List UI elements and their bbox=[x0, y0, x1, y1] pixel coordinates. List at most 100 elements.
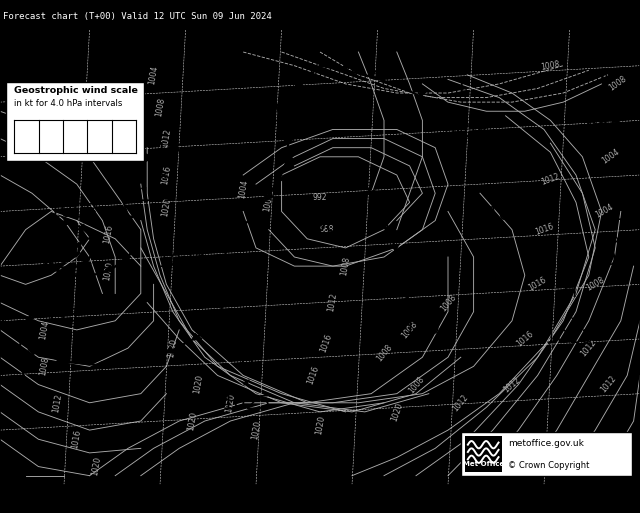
Polygon shape bbox=[134, 356, 142, 364]
Text: 1016: 1016 bbox=[319, 333, 334, 354]
Text: 1012: 1012 bbox=[451, 392, 470, 413]
Polygon shape bbox=[56, 358, 65, 366]
Polygon shape bbox=[282, 102, 289, 107]
Text: H: H bbox=[239, 348, 253, 367]
Text: 1025: 1025 bbox=[221, 393, 271, 412]
Text: 1016: 1016 bbox=[515, 329, 535, 349]
Polygon shape bbox=[213, 318, 222, 324]
Polygon shape bbox=[390, 244, 399, 250]
Polygon shape bbox=[38, 241, 47, 247]
Polygon shape bbox=[383, 226, 392, 232]
Polygon shape bbox=[123, 198, 132, 202]
Text: 1020: 1020 bbox=[166, 338, 179, 359]
Text: © Crown Copyright: © Crown Copyright bbox=[508, 461, 589, 470]
Polygon shape bbox=[376, 208, 385, 213]
Text: L: L bbox=[56, 262, 66, 281]
Polygon shape bbox=[120, 184, 130, 190]
Polygon shape bbox=[343, 65, 349, 70]
Text: L: L bbox=[612, 205, 623, 224]
Polygon shape bbox=[28, 347, 36, 354]
Text: 1008: 1008 bbox=[400, 320, 419, 340]
Polygon shape bbox=[65, 272, 72, 279]
Text: 1002: 1002 bbox=[593, 250, 640, 269]
Polygon shape bbox=[67, 265, 75, 271]
Text: 1008: 1008 bbox=[607, 75, 628, 93]
Text: 1004: 1004 bbox=[404, 319, 453, 338]
Text: 1012: 1012 bbox=[598, 374, 618, 395]
Polygon shape bbox=[18, 332, 28, 338]
Text: 1016: 1016 bbox=[160, 165, 173, 185]
Polygon shape bbox=[122, 254, 130, 260]
Text: 1012: 1012 bbox=[502, 375, 522, 394]
Text: 1012: 1012 bbox=[326, 292, 339, 313]
Polygon shape bbox=[419, 91, 426, 96]
Text: 1004: 1004 bbox=[601, 148, 621, 166]
Polygon shape bbox=[134, 169, 143, 174]
Bar bbox=[461, 432, 632, 476]
Text: 984: 984 bbox=[313, 216, 353, 236]
Text: H: H bbox=[563, 282, 577, 301]
Text: 1008: 1008 bbox=[38, 356, 51, 377]
Text: 1008: 1008 bbox=[438, 292, 458, 313]
Polygon shape bbox=[396, 80, 403, 86]
Polygon shape bbox=[45, 223, 53, 229]
Text: 1008: 1008 bbox=[406, 374, 426, 395]
Text: 1020: 1020 bbox=[90, 456, 102, 477]
Text: 1008: 1008 bbox=[374, 342, 394, 363]
Text: 1023: 1023 bbox=[157, 252, 207, 271]
Text: 1004: 1004 bbox=[237, 179, 250, 199]
Text: L: L bbox=[158, 141, 168, 160]
Polygon shape bbox=[83, 260, 91, 266]
Text: metoffice.gov.uk: metoffice.gov.uk bbox=[508, 439, 584, 448]
Polygon shape bbox=[406, 293, 413, 297]
Polygon shape bbox=[365, 190, 374, 196]
Text: 1016: 1016 bbox=[306, 365, 321, 386]
Polygon shape bbox=[63, 256, 70, 263]
Text: 1016: 1016 bbox=[102, 224, 115, 245]
Polygon shape bbox=[64, 219, 71, 226]
Text: 1020: 1020 bbox=[389, 401, 404, 423]
Polygon shape bbox=[15, 365, 26, 370]
Text: 1016: 1016 bbox=[533, 222, 555, 237]
Polygon shape bbox=[283, 157, 293, 163]
Polygon shape bbox=[235, 228, 245, 235]
Text: 1016: 1016 bbox=[70, 429, 83, 449]
Text: L: L bbox=[327, 170, 339, 190]
Text: H: H bbox=[505, 159, 519, 178]
Text: 995: 995 bbox=[586, 121, 623, 140]
Polygon shape bbox=[193, 333, 202, 340]
Text: Forecast chart (T+00) Valid 12 UTC Sun 09 Jun 2024: Forecast chart (T+00) Valid 12 UTC Sun 0… bbox=[3, 12, 272, 21]
Text: 992: 992 bbox=[313, 193, 327, 202]
Polygon shape bbox=[51, 264, 59, 270]
Text: 988: 988 bbox=[319, 225, 333, 234]
Text: 1020: 1020 bbox=[192, 374, 205, 395]
Polygon shape bbox=[77, 224, 86, 230]
Polygon shape bbox=[251, 211, 261, 218]
Polygon shape bbox=[172, 146, 179, 152]
Text: 1020: 1020 bbox=[314, 416, 326, 436]
Text: 1020: 1020 bbox=[186, 411, 198, 431]
Polygon shape bbox=[20, 381, 31, 386]
Text: H: H bbox=[175, 207, 189, 226]
Text: in kt for 4.0 hPa intervals: in kt for 4.0 hPa intervals bbox=[14, 99, 122, 108]
Polygon shape bbox=[37, 256, 45, 262]
Text: 1013: 1013 bbox=[487, 205, 537, 224]
Text: 1008: 1008 bbox=[154, 96, 166, 117]
Polygon shape bbox=[40, 250, 47, 255]
Text: 1020: 1020 bbox=[250, 420, 262, 440]
Polygon shape bbox=[14, 349, 24, 354]
Polygon shape bbox=[106, 265, 113, 272]
Bar bbox=[465, 437, 502, 472]
Polygon shape bbox=[86, 272, 93, 279]
Polygon shape bbox=[216, 263, 227, 269]
Polygon shape bbox=[369, 71, 376, 76]
Polygon shape bbox=[72, 251, 80, 257]
Polygon shape bbox=[40, 256, 48, 262]
Text: 1015: 1015 bbox=[138, 186, 188, 205]
Polygon shape bbox=[90, 249, 100, 254]
Polygon shape bbox=[122, 215, 134, 222]
Polygon shape bbox=[215, 281, 225, 287]
Text: 1008: 1008 bbox=[584, 275, 606, 293]
Text: 1000: 1000 bbox=[262, 192, 275, 213]
Bar bbox=[6, 82, 144, 162]
